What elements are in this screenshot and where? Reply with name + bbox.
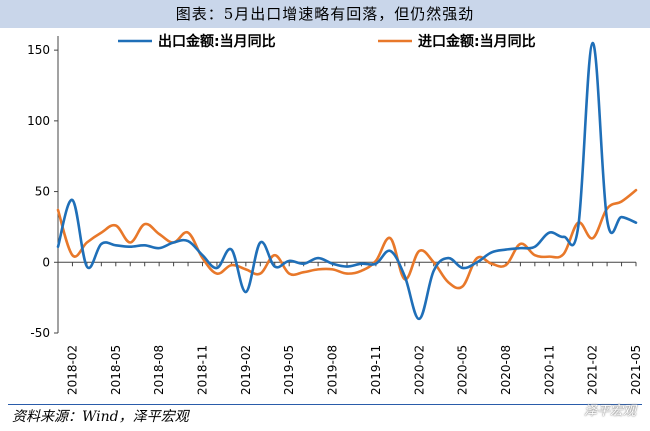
legend-label: 进口金额:当月同比 (418, 33, 536, 50)
import-series-line (56, 188, 638, 290)
x-tick-label: 2021-02 (586, 345, 600, 395)
x-tick-label: 2018-05 (109, 345, 123, 395)
chart-legend: 出口金额:当月同比 进口金额:当月同比 (118, 33, 536, 50)
y-tick-label: -50 (30, 326, 50, 340)
line-chart: -50 0 50 100 150 2018-02 2018-05 2018-08 2018-11… (27, 33, 643, 395)
y-tick-label: 50 (35, 185, 50, 199)
chart-axes: -50 0 50 100 150 2018-02 2018-05 2018-08 2018-11… (27, 36, 643, 395)
x-tick-label: 2020-11 (542, 345, 556, 395)
y-tick-label: 0 (42, 255, 50, 269)
x-tick-label: 2020-08 (499, 345, 513, 395)
series-layer (56, 41, 638, 321)
bottom-divider (8, 404, 642, 405)
x-tick-label: 2019-05 (282, 345, 296, 395)
y-tick-label: 150 (27, 43, 50, 57)
legend-item-import: 进口金额:当月同比 (378, 33, 536, 50)
x-tick-label: 2019-08 (326, 345, 340, 395)
x-tick-label: 2020-02 (412, 345, 426, 395)
source-note: 资料来源：Wind，泽平宏观 (12, 409, 189, 425)
x-tick-label: 2018-08 (152, 345, 166, 395)
x-tick-label: 2020-05 (456, 345, 470, 395)
export-series-line (56, 41, 638, 321)
watermark: 泽平宏观 (583, 404, 636, 419)
x-tick-label: 2018-11 (196, 345, 210, 395)
x-tick-label: 2021-05 (629, 345, 643, 395)
y-tick-label: 100 (27, 114, 50, 128)
legend-label: 出口金额:当月同比 (158, 33, 276, 50)
legend-item-export: 出口金额:当月同比 (118, 33, 276, 50)
x-tick-label: 2019-02 (239, 345, 253, 395)
x-tick-label: 2019-11 (369, 345, 383, 395)
chart-title: 图表：5月出口增速略有回落，但仍然强劲 (0, 0, 650, 28)
x-tick-label: 2018-02 (65, 345, 79, 395)
